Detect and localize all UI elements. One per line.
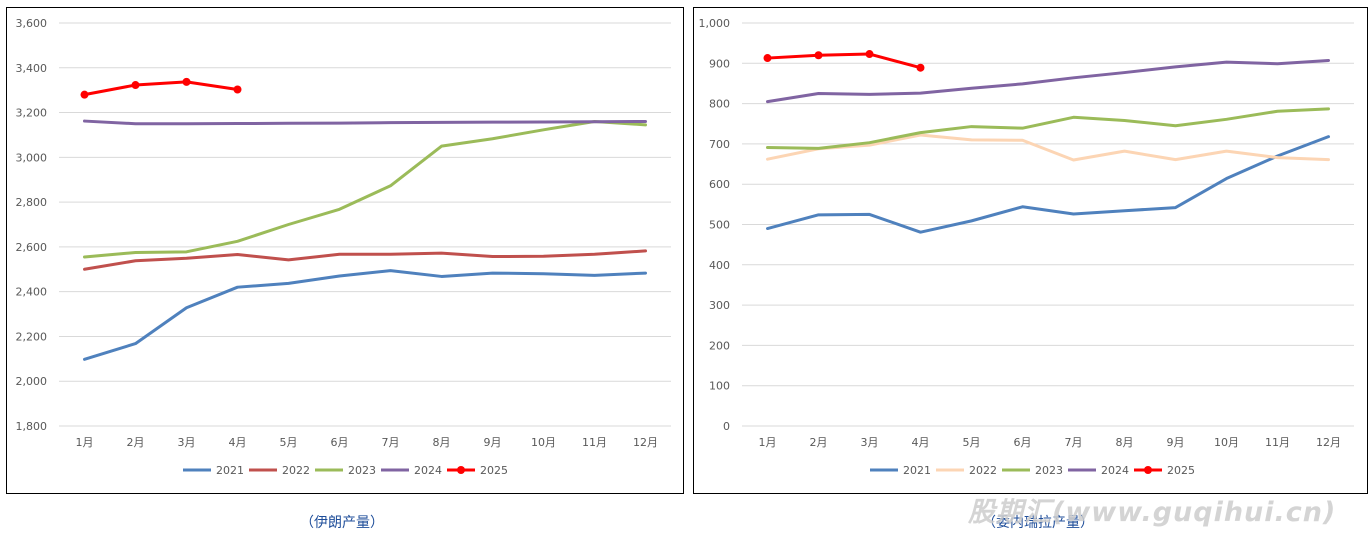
iran-chart-caption: （伊朗产量） — [300, 515, 384, 531]
iran-chart-svg: 1,800 2,000 2,200 2,400 2,600 2,800 3,000 3,200… — [16, 17, 671, 477]
legend-label-2022: 2022 — [969, 464, 997, 477]
series-line-2024 — [83, 119, 647, 126]
x-tick-label: 6月 — [331, 436, 349, 449]
y-tick-label: 500 — [709, 219, 730, 232]
x-tick-label: 4月 — [229, 436, 247, 449]
legend-label-2023: 2023 — [348, 464, 376, 477]
x-tick-label: 6月 — [1014, 436, 1032, 449]
legend-label-2021: 2021 — [903, 464, 931, 477]
legend-marker-2025 — [1144, 466, 1152, 474]
data-point-2025 — [131, 81, 140, 90]
y-tick-label: 2,600 — [16, 241, 48, 254]
y-tick-label: 600 — [709, 178, 730, 191]
x-tick-label: 9月 — [1167, 436, 1185, 449]
x-tick-label: 2月 — [127, 436, 145, 449]
series-line-2025 — [766, 52, 922, 70]
series-line-2021 — [766, 135, 1330, 234]
data-point-2025 — [865, 50, 874, 59]
iran-production-chart: 1,800 2,000 2,200 2,400 2,600 2,800 3,000 3,200… — [6, 7, 684, 494]
y-tick-label: 2,000 — [16, 375, 48, 388]
x-tick-label: 11月 — [1265, 436, 1290, 449]
x-tick-label: 4月 — [912, 436, 930, 449]
series-line-2024 — [766, 58, 1330, 104]
x-tick-label: 3月 — [861, 436, 879, 449]
x-tick-label: 10月 — [531, 436, 556, 449]
x-tick-label: 9月 — [484, 436, 502, 449]
x-tick-label: 11月 — [582, 436, 607, 449]
x-tick-label: 10月 — [1214, 436, 1239, 449]
data-point-2025 — [763, 54, 772, 63]
y-tick-label: 200 — [709, 339, 730, 352]
y-tick-label: 100 — [709, 380, 730, 393]
data-point-2025 — [233, 85, 242, 94]
y-tick-label: 3,600 — [16, 17, 48, 30]
series-line-2022 — [83, 249, 647, 271]
data-point-2025 — [182, 77, 191, 86]
y-tick-label: 2,200 — [16, 330, 48, 343]
y-tick-label: 2,800 — [16, 196, 48, 209]
legend-label-2022: 2022 — [282, 464, 310, 477]
y-tick-label: 3,200 — [16, 107, 48, 120]
data-point-2025 — [814, 51, 823, 60]
x-tick-label: 2月 — [810, 436, 828, 449]
y-tick-label: 2,400 — [16, 286, 48, 299]
legend-label-2024: 2024 — [414, 464, 442, 477]
legend-label-2023: 2023 — [1035, 464, 1063, 477]
x-tick-label: 8月 — [1116, 436, 1134, 449]
y-tick-label: 0 — [723, 420, 730, 433]
y-tick-label: 3,400 — [16, 62, 48, 75]
y-tick-label: 1,800 — [16, 420, 48, 433]
site-watermark: 股期汇(www.guqihui.cn) — [968, 497, 1337, 528]
x-tick-label: 12月 — [633, 436, 658, 449]
x-tick-label: 7月 — [382, 436, 400, 449]
y-tick-label: 900 — [709, 57, 730, 70]
y-tick-label: 800 — [709, 98, 730, 111]
venezuela-chart-svg: 0 100 200 300 400 500 600 700 800 900 1,000 1月 2月 3月 4… — [699, 17, 1354, 477]
venezuela-production-chart: 0 100 200 300 400 500 600 700 800 900 1,000 1月 2月 3月 4… — [693, 7, 1368, 494]
y-tick-label: 300 — [709, 299, 730, 312]
legend-label-2021: 2021 — [216, 464, 244, 477]
y-tick-label: 3,000 — [16, 151, 48, 164]
x-tick-label: 3月 — [178, 436, 196, 449]
x-tick-label: 12月 — [1316, 436, 1341, 449]
y-tick-label: 400 — [709, 259, 730, 272]
series-line-2025 — [83, 80, 239, 97]
series-line-2021 — [83, 269, 647, 361]
x-tick-label: 7月 — [1065, 436, 1083, 449]
x-tick-label: 5月 — [280, 436, 298, 449]
x-tick-label: 1月 — [759, 436, 777, 449]
x-tick-label: 1月 — [76, 436, 94, 449]
series-line-2022 — [766, 133, 1330, 162]
legend-marker-2025 — [457, 466, 465, 474]
x-tick-label: 5月 — [963, 436, 981, 449]
y-tick-label: 700 — [709, 138, 730, 151]
y-tick-label: 1,000 — [699, 17, 731, 30]
legend-label-2024: 2024 — [1101, 464, 1129, 477]
series-line-2023 — [83, 120, 647, 259]
series-line-2023 — [766, 107, 1330, 150]
legend-label-2025: 2025 — [1167, 464, 1195, 477]
legend-label-2025: 2025 — [480, 464, 508, 477]
data-point-2025 — [916, 63, 925, 72]
venezuela-chart-caption: （委内瑞拉产量） — [982, 515, 1094, 531]
x-tick-label: 8月 — [433, 436, 451, 449]
data-point-2025 — [80, 90, 89, 99]
